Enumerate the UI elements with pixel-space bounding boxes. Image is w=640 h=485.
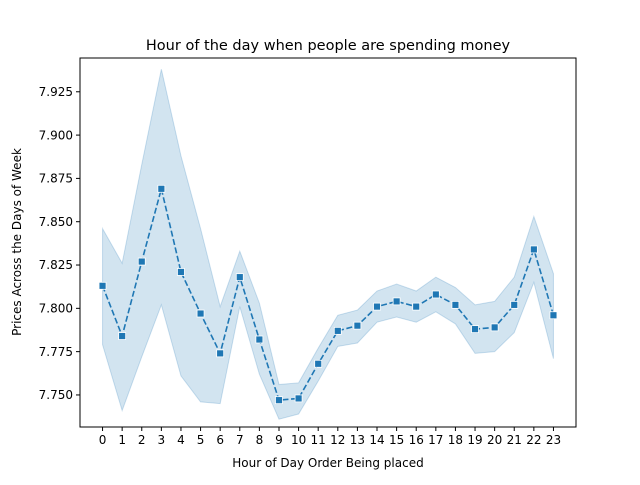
x-tick-label: 6 xyxy=(216,433,224,447)
x-tick-label: 15 xyxy=(389,433,404,447)
data-point xyxy=(392,297,401,306)
x-tick-label: 20 xyxy=(487,433,502,447)
x-tick-label: 4 xyxy=(177,433,185,447)
data-point xyxy=(490,323,499,332)
x-tick-label: 5 xyxy=(197,433,205,447)
data-point xyxy=(294,394,303,403)
x-tick-label: 2 xyxy=(138,433,146,447)
x-tick-label: 12 xyxy=(330,433,345,447)
data-point xyxy=(412,302,421,311)
y-tick-label: 7.750 xyxy=(39,388,73,402)
data-point xyxy=(177,268,185,276)
chart-title: Hour of the day when people are spending… xyxy=(146,38,511,54)
x-axis-ticks: 0 1 2 3 4 5 6 7 8 9 10 11 12 13 14 15 16 17 18 19 20 21 22 23 xyxy=(99,427,561,447)
data-point xyxy=(471,325,479,334)
y-axis-label: Prices Across the Days of Week xyxy=(10,148,24,336)
y-tick-label: 7.775 xyxy=(39,345,73,359)
x-tick-label: 0 xyxy=(99,433,107,447)
x-tick-label: 17 xyxy=(428,433,443,447)
x-tick-label: 1 xyxy=(118,433,126,447)
data-point xyxy=(98,281,107,290)
x-tick-label: 19 xyxy=(467,433,482,447)
x-tick-label: 14 xyxy=(369,433,384,447)
data-point xyxy=(216,349,225,358)
confidence-band-layer xyxy=(102,69,554,420)
y-tick-label: 7.900 xyxy=(39,128,73,142)
data-point xyxy=(255,335,264,344)
data-point xyxy=(373,302,381,311)
data-point xyxy=(137,257,146,266)
x-axis-label: Hour of Day Order Being placed xyxy=(232,456,423,470)
y-tick-label: 7.875 xyxy=(39,172,73,186)
x-tick-label: 13 xyxy=(350,433,365,447)
x-tick-label: 23 xyxy=(546,433,561,447)
y-tick-label: 7.850 xyxy=(39,215,73,229)
data-point xyxy=(157,184,166,193)
data-point xyxy=(314,359,323,368)
series-marker-layer xyxy=(98,184,558,405)
plot-area-frame xyxy=(79,57,577,428)
x-tick-label: 11 xyxy=(311,433,326,447)
data-point xyxy=(118,332,127,340)
data-point xyxy=(333,326,342,335)
data-point xyxy=(451,300,460,309)
x-tick-label: 21 xyxy=(507,433,522,447)
x-tick-label: 16 xyxy=(409,433,424,447)
x-tick-label: 3 xyxy=(158,433,166,447)
x-tick-label: 10 xyxy=(291,433,306,447)
x-tick-label: 22 xyxy=(526,433,541,447)
data-point xyxy=(431,290,440,299)
confidence-band xyxy=(102,69,554,420)
y-tick-label: 7.925 xyxy=(39,85,73,99)
x-tick-label: 9 xyxy=(275,433,283,447)
data-point xyxy=(510,300,519,309)
data-point xyxy=(275,396,283,405)
data-point xyxy=(529,245,538,254)
data-point xyxy=(549,311,558,320)
x-tick-label: 18 xyxy=(448,433,463,447)
x-tick-label: 8 xyxy=(256,433,264,447)
y-tick-label: 7.825 xyxy=(39,258,73,272)
data-point xyxy=(235,273,244,282)
y-axis-ticks: 7.750 7.775 7.800 7.825 7.850 7.875 7.900 7.925 xyxy=(39,85,80,402)
x-tick-label: 7 xyxy=(236,433,244,447)
y-tick-label: 7.800 xyxy=(39,302,73,316)
data-point xyxy=(196,309,205,318)
data-point xyxy=(353,321,362,330)
